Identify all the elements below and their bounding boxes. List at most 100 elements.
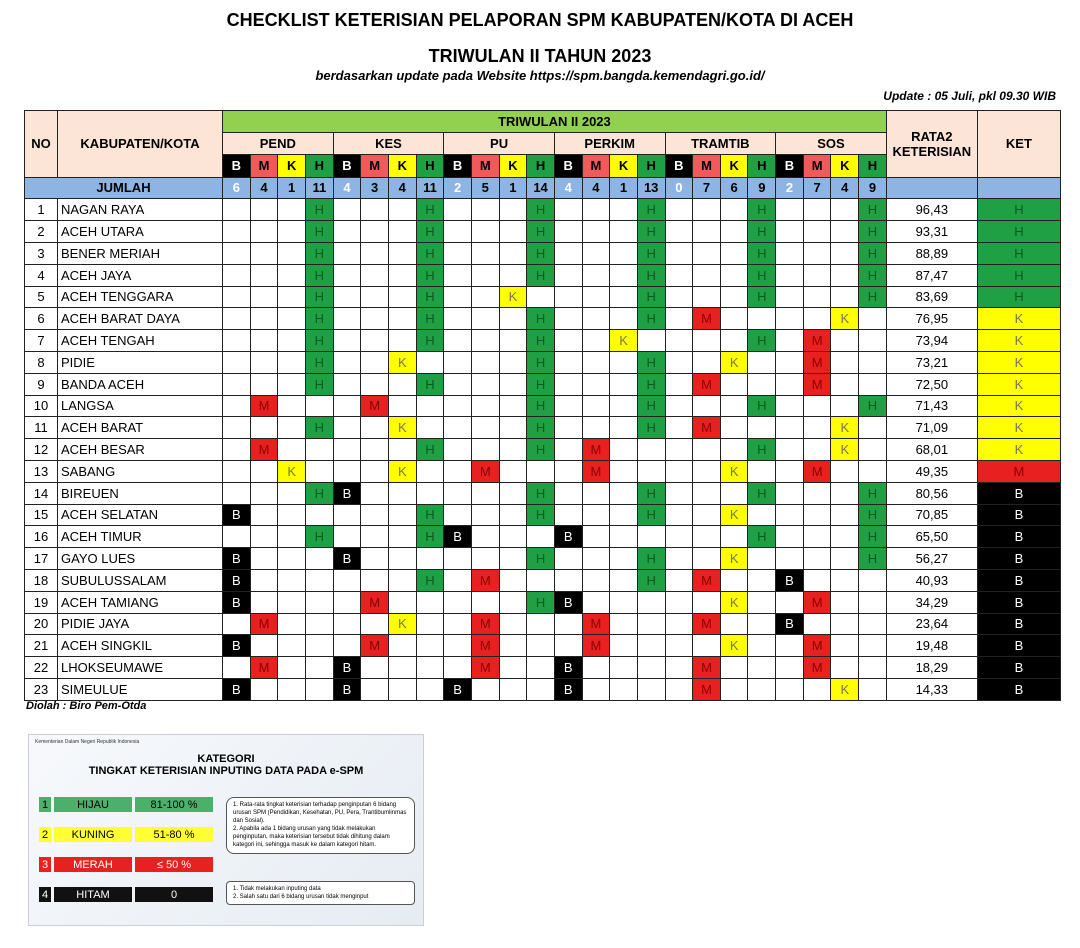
empty-cell [775,656,804,679]
empty-cell [858,568,887,592]
empty-cell [747,503,777,527]
row-average: 76,95 [885,307,978,331]
status-cell: H [415,285,445,309]
header-sub-b: B [775,153,804,178]
row-name: LANGSA [56,394,224,418]
legend-category: 2 KUNING 51-80 % [39,827,213,842]
empty-cell [609,481,638,505]
empty-cell [830,263,860,287]
empty-cell [277,590,306,614]
empty-cell [609,416,638,440]
empty-cell [775,481,804,505]
legend-range: 0 [135,887,213,902]
empty-cell [636,459,666,483]
empty-cell [747,677,777,701]
empty-cell [692,241,721,265]
row-name: ACEH JAYA [56,263,224,287]
empty-cell [360,263,389,287]
empty-cell [387,307,417,331]
status-cell: H [636,285,666,309]
empty-cell [360,612,389,636]
status-cell: K [387,416,417,440]
header-sub-b: B [222,153,251,178]
row-number: 16 [24,525,58,549]
empty-cell [553,372,583,396]
empty-cell [802,241,832,265]
empty-cell [802,677,832,701]
empty-cell [802,547,832,570]
empty-cell [636,438,666,461]
row-number: 19 [24,590,58,614]
empty-cell [802,307,832,331]
status-cell: H [415,438,445,461]
empty-cell [775,285,804,309]
empty-cell [664,547,694,570]
status-cell: M [581,438,611,461]
empty-cell [470,503,500,527]
jumlah-count: 3 [360,176,389,200]
row-name: BENER MERIAH [56,241,224,265]
empty-cell [553,481,583,505]
table-row: 23 SIMEULUE B B B B M K 14,33 B [24,677,1062,701]
status-cell: H [526,590,555,614]
row-name: ACEH BARAT DAYA [56,307,224,331]
status-cell: K [277,459,306,483]
empty-cell [692,329,721,352]
row-name: ACEH TAMIANG [56,590,224,614]
status-cell: H [526,372,555,396]
row-name: GAYO LUES [56,547,224,570]
empty-cell [802,285,832,309]
empty-cell [581,220,611,243]
row-name: BIREUEN [56,481,224,505]
empty-cell [470,438,500,461]
empty-cell [304,568,334,592]
empty-cell [249,241,279,265]
empty-cell [609,263,638,287]
empty-cell [470,220,500,243]
empty-cell [304,634,334,658]
jumlah-count: 4 [249,176,279,200]
table-row: 20 PIDIE JAYA M K M M M B 23,64 B [24,612,1062,636]
row-average: 96,43 [885,198,978,222]
empty-cell [581,677,611,701]
status-cell: B [222,503,251,527]
jumlah-count: 2 [775,176,804,200]
status-cell: M [249,612,279,636]
empty-cell [304,547,334,570]
row-name: BANDA ACEH [56,372,224,396]
empty-cell [609,241,638,265]
status-cell: H [526,438,555,461]
empty-cell [775,198,804,222]
status-cell: M [692,416,721,440]
table-row: 3 BENER MERIAH H H H H H H 88,89 H [24,241,1062,265]
empty-cell [277,372,306,396]
status-cell: B [222,634,251,658]
status-cell: H [415,263,445,287]
empty-cell [553,241,583,265]
empty-cell [387,241,417,265]
row-ket: B [976,568,1062,592]
empty-cell [387,481,417,505]
status-cell: K [830,438,860,461]
status-cell: B [553,656,583,679]
empty-cell [443,656,472,679]
empty-cell [443,241,472,265]
empty-cell [415,416,445,440]
empty-cell [498,394,528,418]
header-sub-m: M [581,153,611,178]
row-average: 23,64 [885,612,978,636]
empty-cell [747,307,777,331]
empty-cell [443,220,472,243]
empty-cell [526,285,555,309]
note-line: 1. Rata-rata tingkat keterisian terhadap… [233,802,407,825]
empty-cell [830,459,860,483]
empty-cell [692,634,721,658]
header-category-kes: KES [332,131,445,155]
empty-cell [498,459,528,483]
empty-cell [609,525,638,549]
legend-label: KUNING [54,827,132,842]
empty-cell [526,525,555,549]
empty-cell [775,394,804,418]
empty-cell [719,307,749,331]
row-name: ACEH BARAT [56,416,224,440]
